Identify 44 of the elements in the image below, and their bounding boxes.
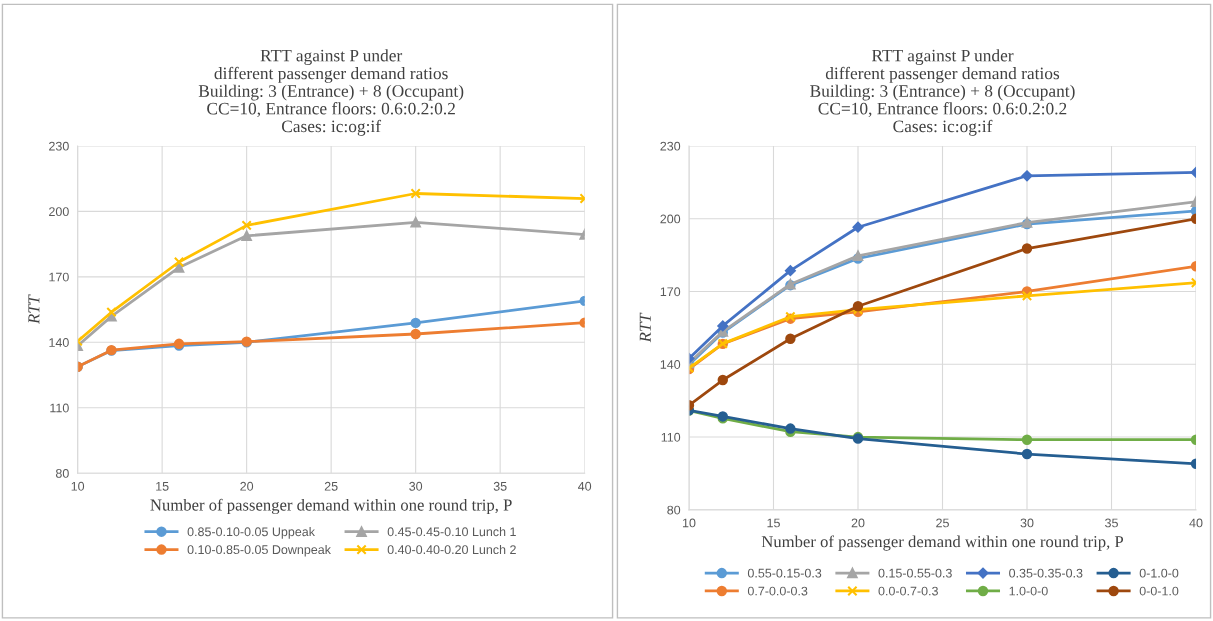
legend-label: 0.35-0.35-0.3 — [1009, 568, 1083, 578]
x-tick-label: 15 — [156, 481, 169, 491]
legend-label: 0.55-0.15-0.3 — [747, 568, 822, 578]
x-tick-label: 40 — [1189, 518, 1203, 528]
legend-label: 0.0-0.7-0.3 — [878, 586, 938, 596]
y-tick-label: 140 — [660, 360, 681, 369]
y-tick-label: 110 — [50, 403, 69, 413]
y-tick-label: 170 — [660, 287, 681, 297]
legend-label: 0.45-0.45-0.10 Lunch 1 — [387, 527, 516, 537]
y-tick-label: 110 — [661, 432, 681, 442]
y-axis-title: RTT — [28, 294, 40, 325]
legend-label: 0.85-0.10-0.05 Uppeak — [187, 527, 315, 539]
y-tick-label: 200 — [49, 207, 69, 217]
legend-label: 0.10-0.85-0.05 Downpeak — [187, 544, 331, 557]
x-tick-label: 20 — [240, 481, 254, 491]
x-tick-label: 40 — [578, 481, 592, 491]
y-axis-title: RTT — [639, 312, 651, 343]
x-tick-label: 25 — [324, 481, 338, 491]
x-tick-label: 20 — [851, 518, 865, 528]
x-axis-title: Number of passenger demand within one round trip, P — [761, 535, 1124, 551]
x-tick-label: 30 — [1020, 518, 1034, 528]
x-axis-title: Number of passenger demand within one round trip, P — [150, 498, 512, 515]
legend-label: 0-1.0-0 — [1139, 568, 1179, 578]
legend-label: 1.0-0-0 — [1009, 586, 1048, 596]
x-tick-label: 10 — [682, 518, 696, 528]
y-tick-label: 80 — [55, 469, 69, 478]
legend-label: 0.7-0.0-0.3 — [747, 586, 808, 596]
legend-label: 0.40-0.40-0.20 Lunch 2 — [387, 544, 516, 555]
y-tick-label: 230 — [49, 141, 69, 151]
chart-title: RTT against P under different passenger demand ratios Building: 3 (Entrance) + 8 (Occupant) CC=10, Entrance floors: 0.6:0.2:0.2 Cases: ic:og:if — [198, 49, 464, 136]
y-tick-label: 80 — [667, 505, 681, 515]
legend-label: 0.15-0.55-0.3 — [878, 568, 952, 578]
legend-label: 0-0-1.0 — [1139, 586, 1179, 596]
y-tick-label: 230 — [660, 141, 681, 151]
x-tick-label: 35 — [1105, 518, 1118, 528]
x-tick-label: 25 — [936, 518, 949, 528]
x-tick-label: 30 — [409, 481, 423, 491]
y-tick-label: 140 — [49, 338, 69, 347]
y-tick-label: 200 — [660, 214, 681, 224]
chart-title: RTT against P under different passenger demand ratios Building: 3 (Entrance) + 8 (Occupant) CC=10, Entrance floors: 0.6:0.2:0.2 Cases: ic:og:if — [810, 49, 1075, 136]
x-tick-label: 35 — [493, 481, 507, 491]
y-tick-label: 170 — [49, 272, 69, 282]
x-tick-label: 15 — [767, 518, 780, 528]
x-tick-label: 10 — [71, 481, 85, 491]
